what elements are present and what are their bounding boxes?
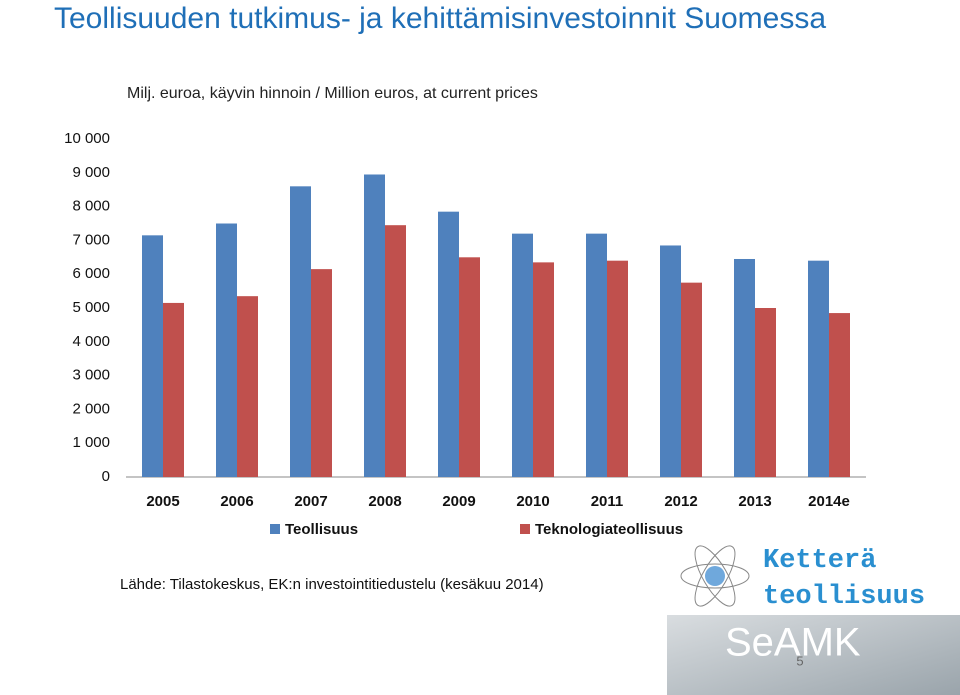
- x-tick-label: 2013: [738, 493, 771, 510]
- y-tick-label: 4 000: [72, 333, 110, 350]
- bar: [512, 233, 533, 477]
- y-tick-label: 2 000: [72, 400, 110, 417]
- y-tick-label: 6 000: [72, 265, 110, 282]
- bar: [237, 296, 258, 477]
- page-number: 5: [796, 653, 803, 668]
- y-tick-label: 3 000: [72, 367, 110, 384]
- y-tick-label: 5 000: [72, 299, 110, 316]
- bar: [755, 308, 776, 477]
- x-tick-label: 2010: [516, 493, 549, 510]
- bar: [607, 260, 628, 477]
- y-tick-label: 1 000: [72, 434, 110, 451]
- bar: [681, 282, 702, 477]
- bar: [533, 262, 554, 477]
- bar: [734, 258, 755, 477]
- legend-swatch: [520, 524, 530, 534]
- y-tick-label: 7 000: [72, 231, 110, 248]
- atom-icon: [680, 545, 750, 607]
- x-tick-label: 2012: [664, 493, 697, 510]
- bar: [163, 302, 184, 477]
- footer-band: [667, 615, 960, 695]
- bar: [364, 174, 385, 478]
- y-tick-label: 10 000: [64, 130, 110, 147]
- x-tick-label: 2005: [146, 493, 179, 510]
- x-tick-label: 2009: [442, 493, 475, 510]
- bar: [216, 223, 237, 477]
- y-tick-label: 8 000: [72, 198, 110, 215]
- source: Lähde: Tilastokeskus, EK:n investointiti…: [120, 576, 544, 593]
- chart-subtitle: Milj. euroa, käyvin hinnoin / Million eu…: [127, 85, 538, 102]
- x-tick-label: 2014e: [808, 493, 850, 510]
- bar: [385, 225, 406, 477]
- bar: [808, 260, 829, 477]
- x-tick-label: 2007: [294, 493, 327, 510]
- bar: [829, 313, 850, 477]
- bar: [290, 186, 311, 477]
- x-tick-label: 2006: [220, 493, 253, 510]
- logo-text: Ketterä: [763, 546, 876, 576]
- bar: [438, 211, 459, 478]
- bar: [311, 269, 332, 477]
- x-tick-label: 2011: [591, 493, 624, 510]
- legend-label: Teknologiateollisuus: [535, 521, 683, 538]
- bar: [142, 235, 163, 477]
- slide-title: Teollisuuden tutkimus- ja kehittämisinve…: [54, 2, 826, 35]
- bar: [586, 233, 607, 477]
- logo-text: SeAMK: [725, 621, 861, 665]
- bar: [660, 245, 681, 477]
- bar: [459, 257, 480, 477]
- legend-label: Teollisuus: [285, 521, 358, 538]
- y-tick-label: 0: [102, 468, 110, 485]
- x-tick-label: 2008: [368, 493, 401, 510]
- legend-swatch: [270, 524, 280, 534]
- logo-text: teollisuus: [763, 582, 925, 612]
- y-tick-label: 9 000: [72, 164, 110, 181]
